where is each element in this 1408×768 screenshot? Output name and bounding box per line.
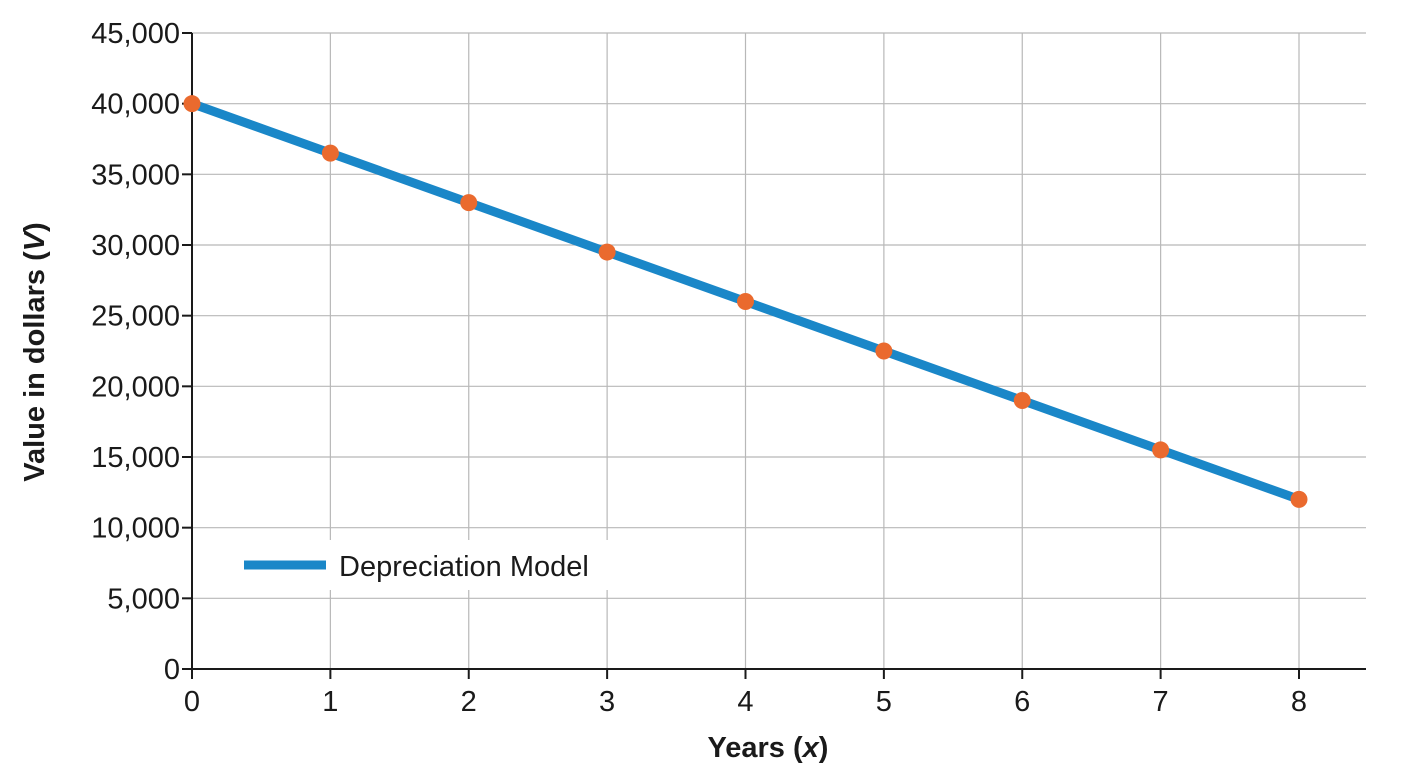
x-tick-label-5: 5 (876, 686, 892, 718)
x-tick-label-7: 7 (1153, 686, 1169, 718)
y-tick-label-0: 0 (164, 654, 180, 686)
y-tick-label-3: 15,000 (91, 442, 180, 474)
legend-label: Depreciation Model (339, 551, 589, 583)
y-tick-label-6: 30,000 (91, 230, 180, 262)
y-axis-title: Value in dollars (V) (19, 222, 51, 481)
y-tick-label-8: 40,000 (91, 89, 180, 121)
data-point-7 (1152, 441, 1170, 459)
x-tick-label-0: 0 (184, 686, 200, 718)
data-point-6 (1013, 391, 1031, 409)
x-tick-labels: 0 1 2 3 4 5 6 7 8 (184, 686, 1307, 718)
x-tick-label-8: 8 (1291, 686, 1307, 718)
y-tick-labels: 0 5,000 10,000 15,000 20,000 25,000 30,000 35,0… (91, 18, 180, 686)
x-tick-label-6: 6 (1014, 686, 1030, 718)
y-tick-label-1: 5,000 (107, 583, 180, 615)
y-tick-label-5: 25,000 (91, 301, 180, 333)
x-axis-title: Years (x) (708, 732, 829, 764)
y-tick-label-4: 20,000 (91, 371, 180, 403)
data-point-3 (598, 243, 616, 261)
data-point-0 (183, 95, 201, 113)
data-point-5 (875, 342, 893, 360)
data-point-2 (460, 194, 478, 212)
series-depreciation-model (183, 95, 1308, 508)
y-tick-label-7: 35,000 (91, 159, 180, 191)
y-tick-label-9: 45,000 (91, 18, 180, 50)
data-point-8 (1290, 490, 1308, 508)
x-tick-label-4: 4 (737, 686, 753, 718)
x-tick-label-2: 2 (461, 686, 477, 718)
x-tick-label-3: 3 (599, 686, 615, 718)
data-point-4 (737, 293, 754, 311)
legend: Depreciation Model (232, 540, 660, 590)
y-tick-label-2: 10,000 (91, 513, 180, 545)
data-point-1 (321, 144, 339, 162)
x-tick-label-1: 1 (322, 686, 338, 718)
axes (182, 32, 1366, 679)
